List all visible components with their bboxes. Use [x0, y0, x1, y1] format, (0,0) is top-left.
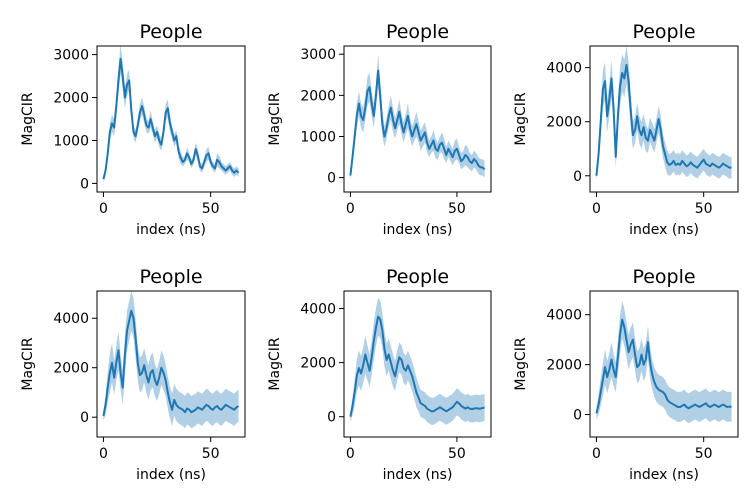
- confidence-band: [350, 297, 485, 425]
- y-tick-label: 2000: [53, 361, 89, 377]
- series-line: [102, 57, 240, 180]
- y-tick-label: 4000: [53, 311, 89, 327]
- y-tick-label: 1000: [300, 129, 336, 145]
- y-tick-label: 0: [573, 408, 582, 424]
- x-axis-label: index (ns): [136, 222, 206, 238]
- y-tick-label: 3000: [300, 47, 336, 63]
- x-tick-label: 0: [346, 446, 355, 462]
- y-tick-label: 0: [80, 176, 89, 192]
- y-tick-label: 0: [327, 171, 336, 187]
- subplot-3: People 0 50 0 2000 4000 index (ns) MagCIR: [513, 21, 739, 238]
- series-line: [595, 63, 732, 176]
- subplot-title: People: [139, 266, 202, 288]
- axes-frame: [589, 290, 739, 438]
- y-tick-label: 3000: [53, 48, 89, 64]
- confidence-band: [103, 291, 239, 429]
- series-line: [349, 315, 485, 417]
- y-tick-label: 1000: [53, 133, 89, 149]
- x-tick-label: 0: [346, 201, 355, 217]
- y-tick-label: 2000: [53, 91, 89, 107]
- subplot-title: People: [139, 21, 202, 43]
- x-tick-label: 50: [202, 446, 220, 462]
- subplot-title: People: [386, 21, 449, 43]
- subplot-5: People 0 50 0 2000 4000 index (ns) MagCIR: [267, 266, 492, 483]
- x-tick-label: 0: [592, 446, 601, 462]
- subplot-title: People: [632, 266, 695, 288]
- y-axis-label: MagCIR: [267, 92, 283, 145]
- x-tick-label: 50: [448, 201, 466, 217]
- y-tick-label: 0: [80, 410, 89, 426]
- axes-frame: [96, 290, 246, 438]
- x-tick-label: 50: [695, 446, 713, 462]
- y-tick-label: 4000: [546, 308, 582, 324]
- subplot-title: People: [386, 266, 449, 288]
- axes-frame: [589, 45, 739, 193]
- y-axis-label: MagCIR: [267, 337, 283, 390]
- x-tick-label: 50: [448, 446, 466, 462]
- x-tick-label: 0: [99, 201, 108, 217]
- y-tick-label: 4000: [300, 302, 336, 318]
- x-tick-label: 0: [592, 201, 601, 217]
- y-tick-label: 4000: [546, 61, 582, 77]
- y-tick-label: 2000: [300, 356, 336, 372]
- series-line: [102, 309, 240, 417]
- axes-frame: [96, 45, 246, 193]
- y-axis-label: MagCIR: [513, 92, 529, 145]
- y-axis-label: MagCIR: [20, 337, 36, 390]
- x-axis-label: index (ns): [629, 467, 699, 483]
- x-axis-label: index (ns): [383, 467, 453, 483]
- y-tick-label: 2000: [546, 115, 582, 131]
- x-tick-label: 0: [99, 446, 108, 462]
- subplot-4: People 0 50 0 2000 4000 index (ns) MagCIR: [20, 266, 246, 483]
- series-line: [595, 318, 732, 414]
- x-axis-label: index (ns): [383, 222, 453, 238]
- x-tick-label: 50: [695, 201, 713, 217]
- y-axis-label: MagCIR: [20, 92, 36, 145]
- y-tick-label: 0: [573, 169, 582, 185]
- y-tick-label: 0: [327, 410, 336, 426]
- confidence-band: [350, 54, 485, 180]
- x-axis-label: index (ns): [136, 467, 206, 483]
- confidence-band: [596, 46, 732, 180]
- axes-frame: [343, 290, 492, 438]
- subplot-title: People: [632, 21, 695, 43]
- y-axis-label: MagCIR: [513, 337, 529, 390]
- x-axis-label: index (ns): [629, 222, 699, 238]
- y-tick-label: 2000: [546, 358, 582, 374]
- y-tick-label: 2000: [300, 88, 336, 104]
- confidence-band: [596, 300, 732, 424]
- axes-frame: [343, 45, 492, 193]
- series-line: [349, 69, 486, 176]
- x-tick-label: 50: [202, 201, 220, 217]
- subplot-6: People 0 50 0 2000 4000 index (ns) MagCIR: [513, 266, 739, 483]
